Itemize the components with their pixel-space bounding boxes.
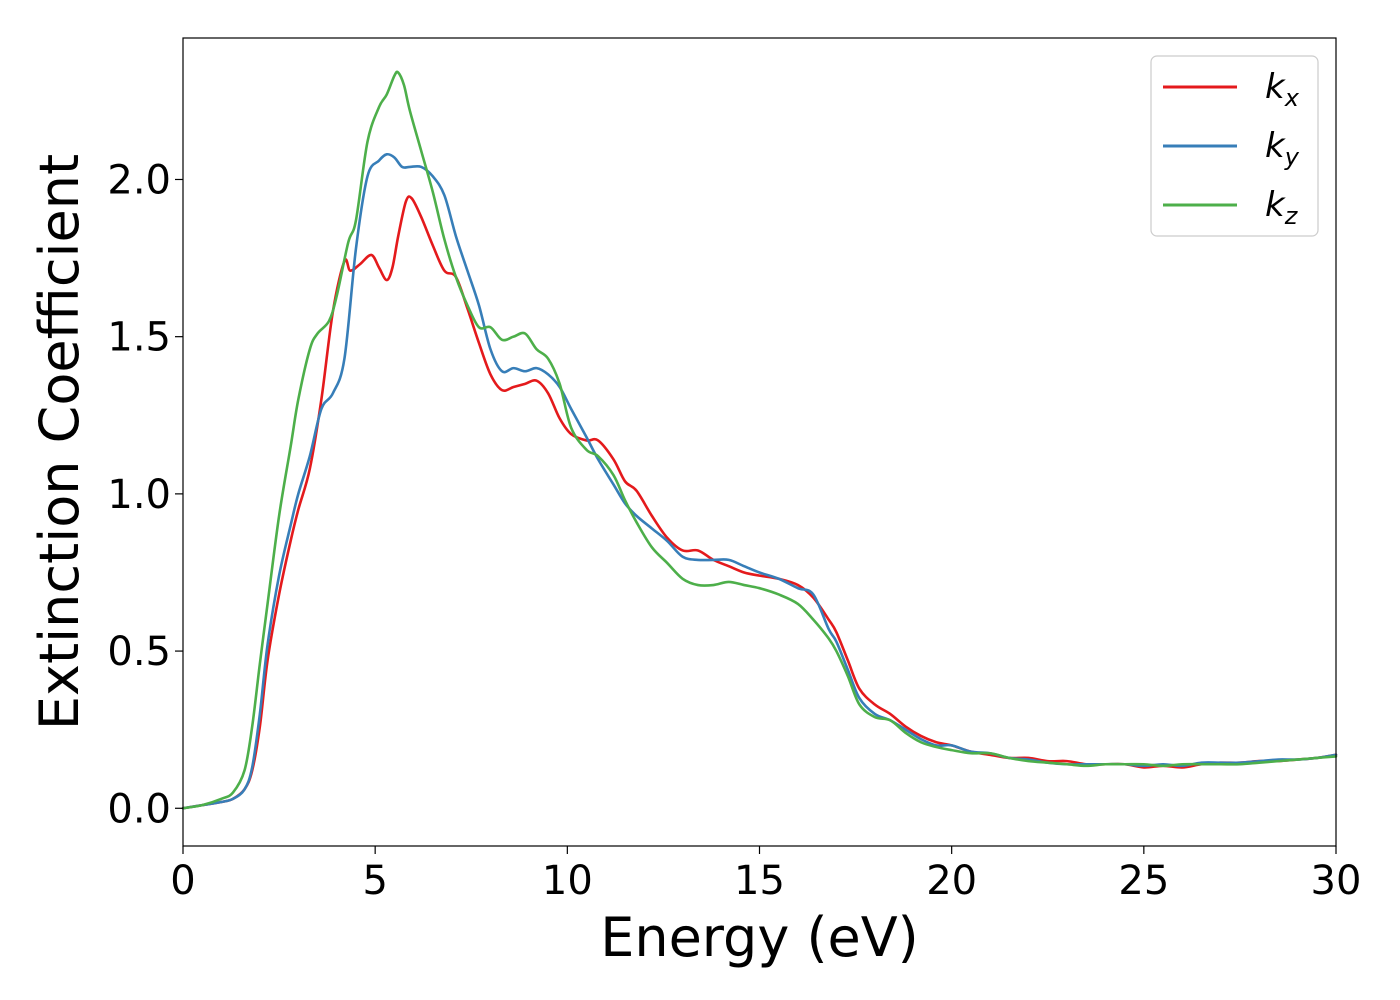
x-tick-label: 0 [170,858,195,904]
y-axis-title: Extinction Coefficient [28,154,91,730]
legend-label-kz: kz [1265,185,1299,230]
series-line-kx [181,195,1338,810]
y-tick-label: 1.5 [107,315,171,361]
legend-label-ky: ky [1265,126,1300,171]
x-tick-label: 20 [926,858,977,904]
y-tick-label: 0.5 [107,629,171,675]
x-tick-label: 25 [1118,858,1169,904]
x-tick-label: 10 [542,858,593,904]
x-tick-label: 30 [1311,858,1362,904]
y-tick-label: 1.0 [107,472,171,518]
ticks-layer: 0 5 10 15 20 25 30 0.0 0.5 1.0 1.5 2.0 [107,157,1361,904]
y-tick-label: 0.0 [107,786,171,832]
x-axis-title: Energy (eV) [600,906,919,969]
y-tick-label: 2.0 [107,157,171,203]
legend-label-kx: kx [1265,67,1300,112]
legend: kx ky kz [1150,55,1319,237]
x-tick-label: 15 [734,858,785,904]
series-line-ky [181,152,1338,810]
series-layer [181,70,1338,810]
x-tick-label: 5 [362,858,387,904]
series-line-kz [181,70,1338,810]
